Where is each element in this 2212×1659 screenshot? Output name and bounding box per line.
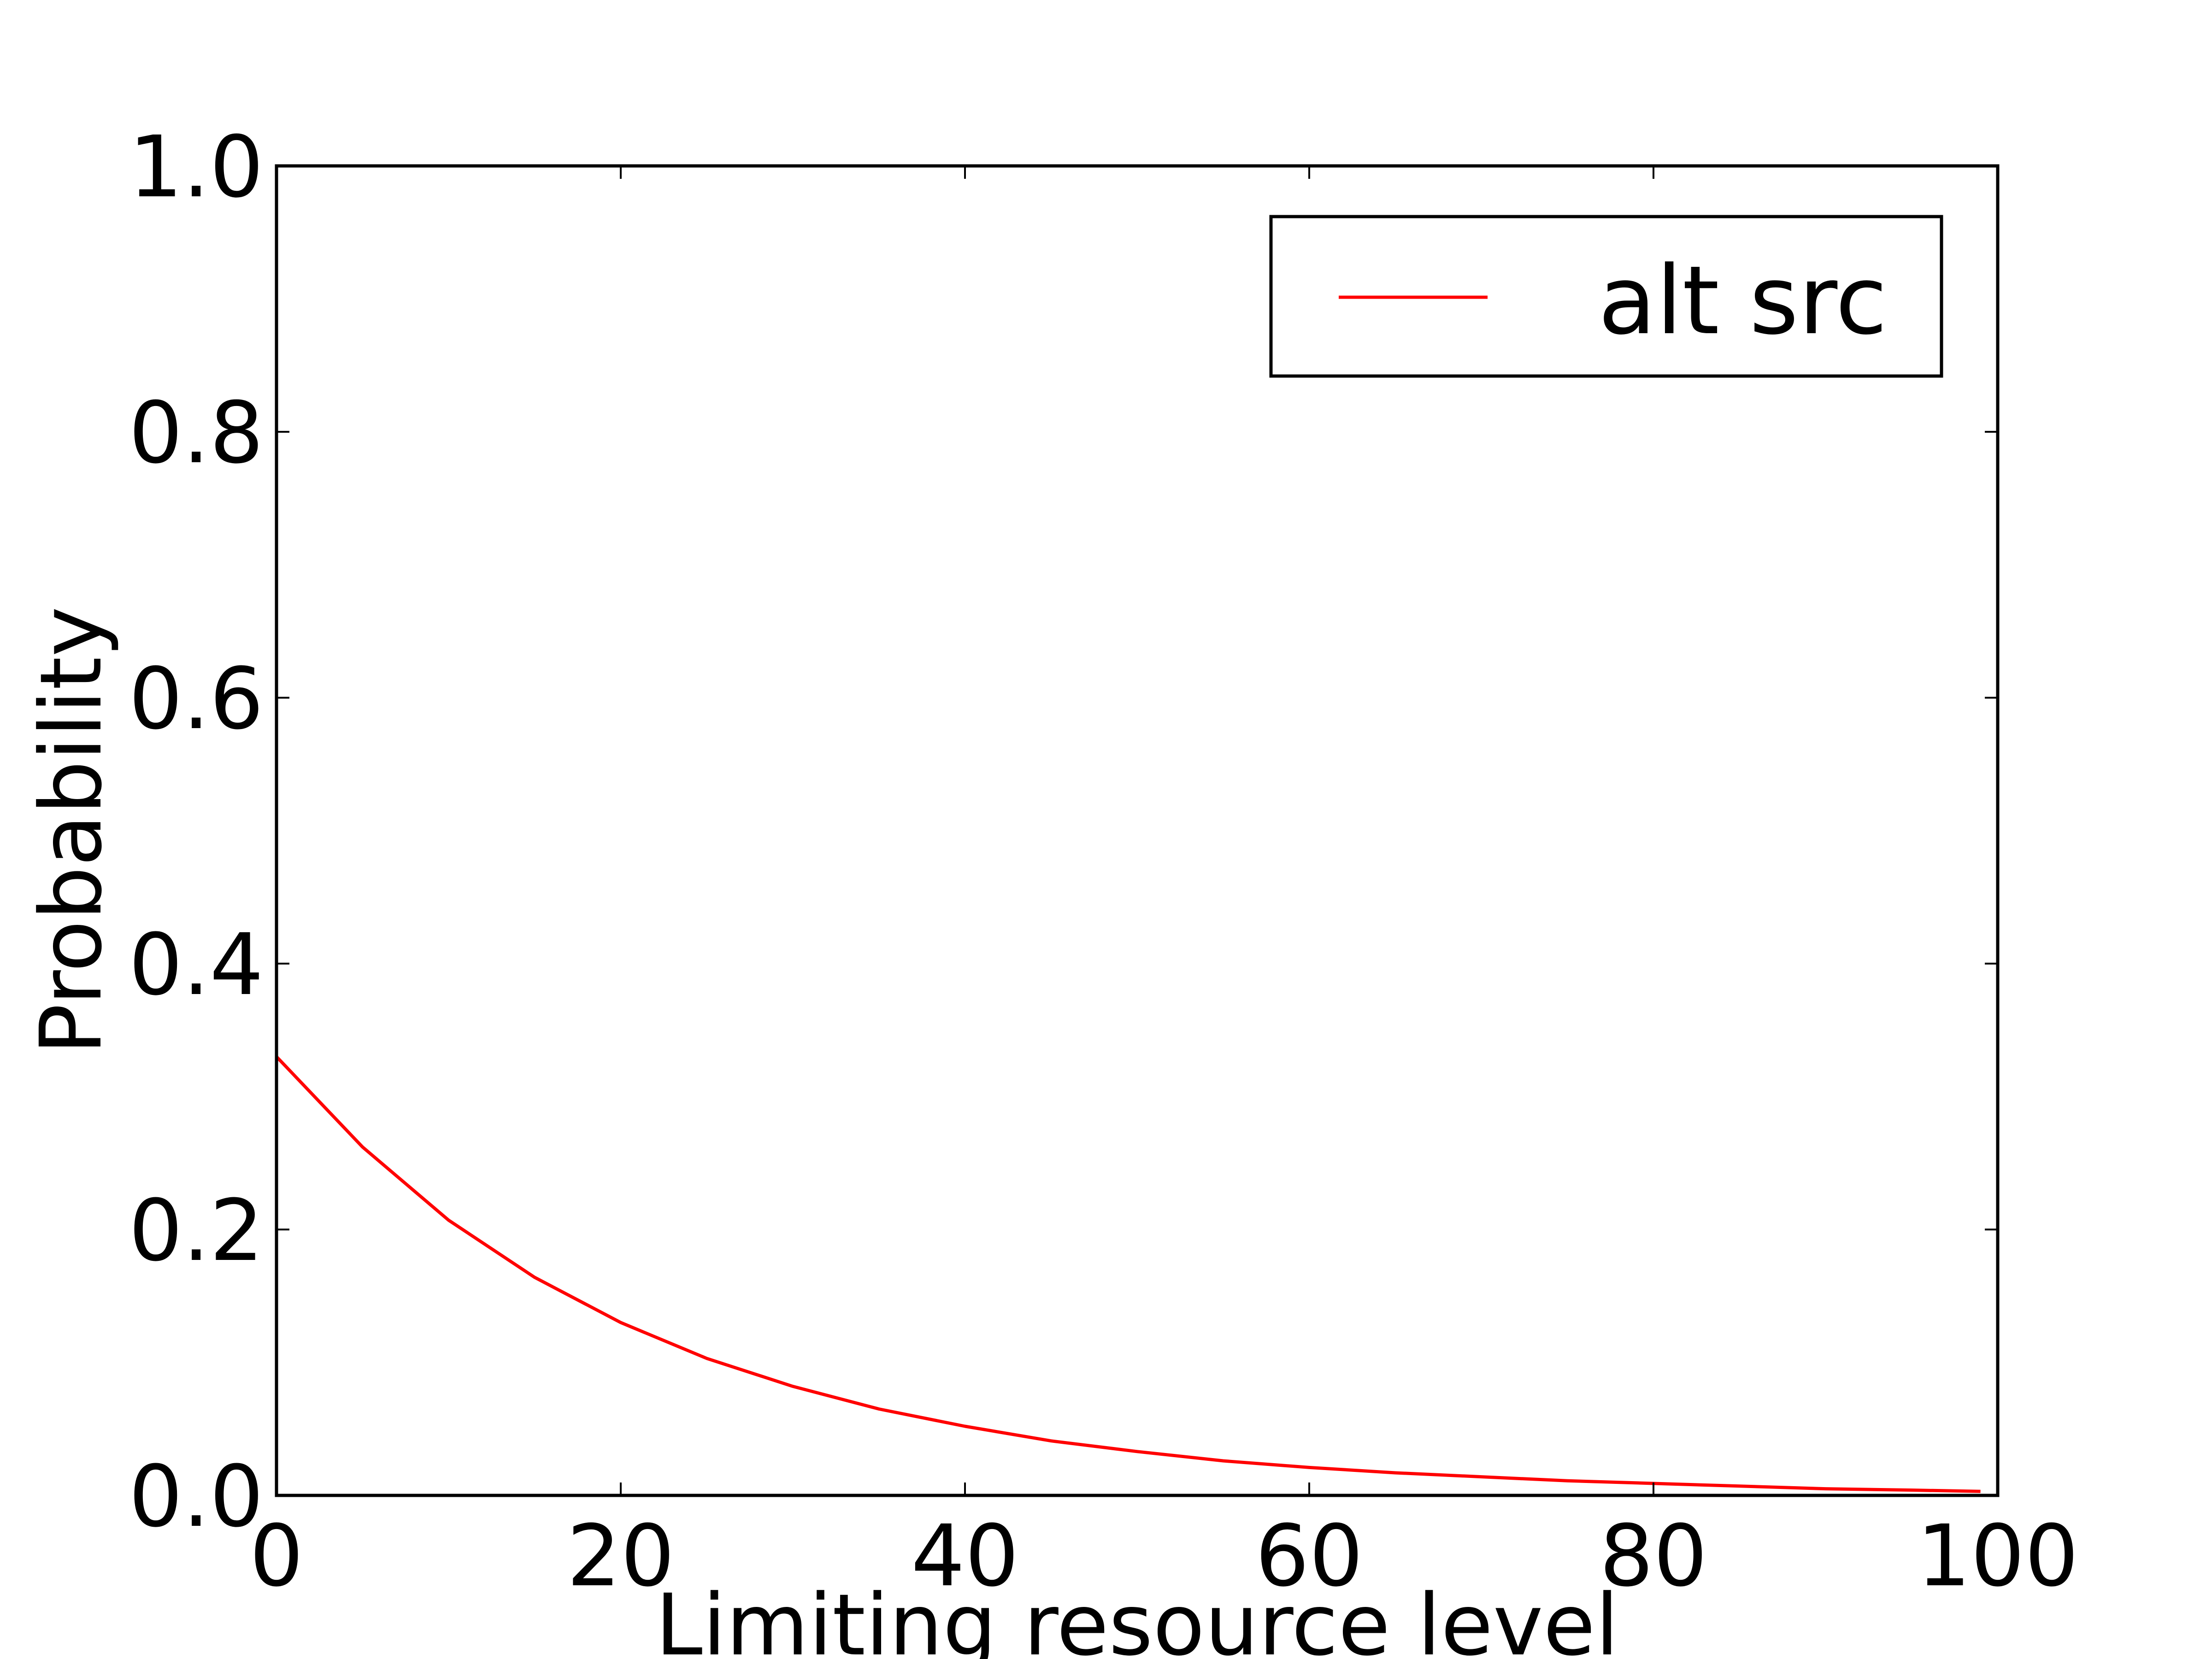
y-tick-label: 0.6 — [129, 650, 264, 748]
y-tick-label: 0.4 — [129, 916, 264, 1014]
series-line-0 — [275, 1055, 1981, 1493]
x-tick-label: 20 — [567, 1507, 675, 1606]
y-tick-label: 1.0 — [129, 118, 264, 217]
x-tick-label: 100 — [1917, 1507, 2078, 1606]
legend-label: alt src — [1598, 246, 1887, 356]
axes-frame — [275, 164, 2000, 1497]
legend: alt src — [1269, 215, 1943, 378]
x-tick-label: 0 — [249, 1507, 303, 1606]
x-tick-label: 40 — [911, 1507, 1019, 1606]
x-axis-label: Limiting resource level — [655, 1576, 1619, 1659]
y-axis-label: Probability — [22, 606, 121, 1055]
y-tick-label: 0.2 — [129, 1182, 264, 1280]
y-tick-label: 0.0 — [129, 1447, 264, 1546]
x-tick-label: 80 — [1600, 1507, 1707, 1606]
y-tick-label: 0.8 — [129, 384, 264, 482]
plot-area: 0 20 40 60 80 100 0.0 0.2 0.4 0.6 0.8 1.0 — [129, 118, 2078, 1606]
x-tick-label: 60 — [1255, 1507, 1363, 1606]
